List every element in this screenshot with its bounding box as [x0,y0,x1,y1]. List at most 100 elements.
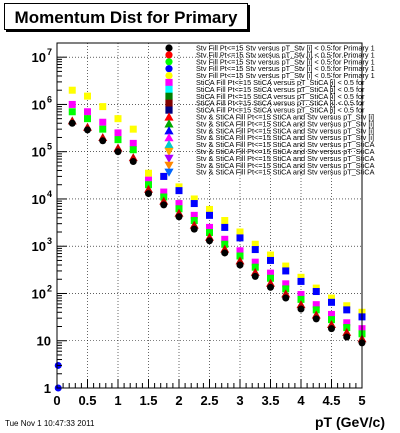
legend-marker [165,106,173,114]
data-point-black [328,325,335,333]
data-point-black [68,119,76,127]
data-point-black [145,190,152,198]
data-point-black [267,283,274,291]
legend-label: Stv Fill Pt<=15 Stv versus pT_Stv [i] < … [196,64,375,73]
data-point-magenta [129,139,137,147]
legend-marker [165,99,173,107]
data-point-yellow [145,169,152,177]
data-point-blue [297,277,305,285]
legend-label: Stv & StiCA Fill Pt<=15 StiCA and Stv ve… [196,113,374,122]
data-point-green [114,136,122,144]
data-point-magenta [251,258,259,266]
data-point-green [236,252,244,260]
y-tick-label: 10 [32,97,46,112]
legend-label: Stv & StiCA Fill Pt<=15 StiCA and Stv ve… [196,168,375,177]
data-point-magenta [99,118,107,126]
data-point-magenta [145,176,152,184]
legend-marker [164,112,174,121]
data-point-yellow [267,251,274,259]
data-point-black [297,305,305,313]
data-point-magenta [190,211,198,219]
x-tick-label: 0.5 [78,393,96,408]
data-point-magenta [84,108,91,116]
data-point-black [84,126,91,134]
data-point-green [129,146,137,154]
legend-marker [164,161,174,170]
data-point-yellow [282,262,290,270]
legend-label: Stv Fill Pt<=15 Stv versus pT_Stv [i] < … [196,57,375,66]
data-point-black [221,249,229,257]
data-point-black [190,225,198,233]
data-point-red [296,300,306,309]
legend-label: Stv & StiCA Fill Pt<=15 StiCA and Stv ve… [196,133,374,142]
data-point-magenta [328,310,335,318]
x-axis-label: pT (GeV/c) [315,414,385,430]
legend-label: StiCA Fill Pt<=15 StiCA versus pT_StiCA … [196,85,365,94]
y-tick-label: 10 [32,192,46,207]
legend-marker [165,72,173,80]
legend-label: Stv Fill Pt<=15 Stv versus pT_Stv [i] < … [196,71,375,80]
legend-marker [165,78,173,87]
data-point-blue [343,306,351,314]
data-point-green [343,324,351,332]
legend-marker [164,119,174,128]
x-tick-label: 2 [175,393,182,408]
data-point-magenta [160,188,168,196]
data-point-green [297,295,305,303]
x-tick-label: 5 [358,393,365,408]
x-tick-label: 2.5 [200,393,218,408]
data-point-blue [236,234,244,242]
data-point-yellow [84,92,91,100]
legend-label: Stv & StiCA Fill Pt<=15 StiCA and Stv ve… [196,119,374,128]
data-point-green [328,316,335,324]
legend-marker [165,92,173,100]
legend-marker [164,140,174,149]
data-point-yellow [251,240,259,248]
data-point-blue [206,211,213,219]
y-tick-label: 10 [32,145,46,160]
legend-marker [164,126,174,135]
data-point-black [206,237,213,245]
data-point-magenta [68,100,76,108]
y-tick-exponent: 3 [47,236,52,246]
x-tick-label: 1 [114,393,121,408]
data-point-green [68,108,76,116]
grid [57,43,362,388]
data-point-green [190,217,198,225]
data-point-blue [312,288,320,296]
data-point-black [282,294,290,302]
data-point-yellow [99,103,107,111]
legend-marker [165,44,173,52]
legend-marker [164,147,174,157]
y-tick-label: 10 [37,334,51,349]
legend-label: Stv & StiCA Fill Pt<=15 StiCA and Stv ve… [196,154,375,163]
data-point-green [221,240,229,248]
legend-label: Stv Fill Pt<=15 Stv versus pT_Stv [i] < … [196,44,375,53]
series-blue-low [54,361,62,392]
data-point-magenta [282,280,290,288]
data-point-magenta [114,129,122,137]
legend-marker [164,168,174,177]
legend-label: StiCA Fill Pt<=15 StiCA versus pT_StiCA … [196,78,365,87]
data-point-blue [267,256,274,264]
data-point-yellow [343,302,351,310]
chart-title: Momentum Dist for Primary [14,8,238,27]
x-tick-label: 0 [53,393,60,408]
data-point-black [251,272,259,280]
legend-label: Stv & StiCA Fill Pt<=15 StiCA and Stv ve… [196,140,375,149]
data-point-blue [282,267,290,275]
data-point-red [144,184,153,193]
legend-label: Stv & StiCA Fill Pt<=15 StiCA and Stv ve… [196,126,374,135]
series-black [68,119,366,347]
data-point-magenta [312,301,320,309]
legend-marker [165,85,173,93]
data-point-yellow [129,125,137,133]
data-point-magenta [297,291,305,299]
y-tick-exponent: 4 [47,189,52,199]
data-point-red [342,327,352,336]
y-tick-label: 10 [32,50,46,65]
data-point-yellow [190,195,198,203]
data-point-black [175,213,183,221]
data-point-yellow [114,115,122,123]
